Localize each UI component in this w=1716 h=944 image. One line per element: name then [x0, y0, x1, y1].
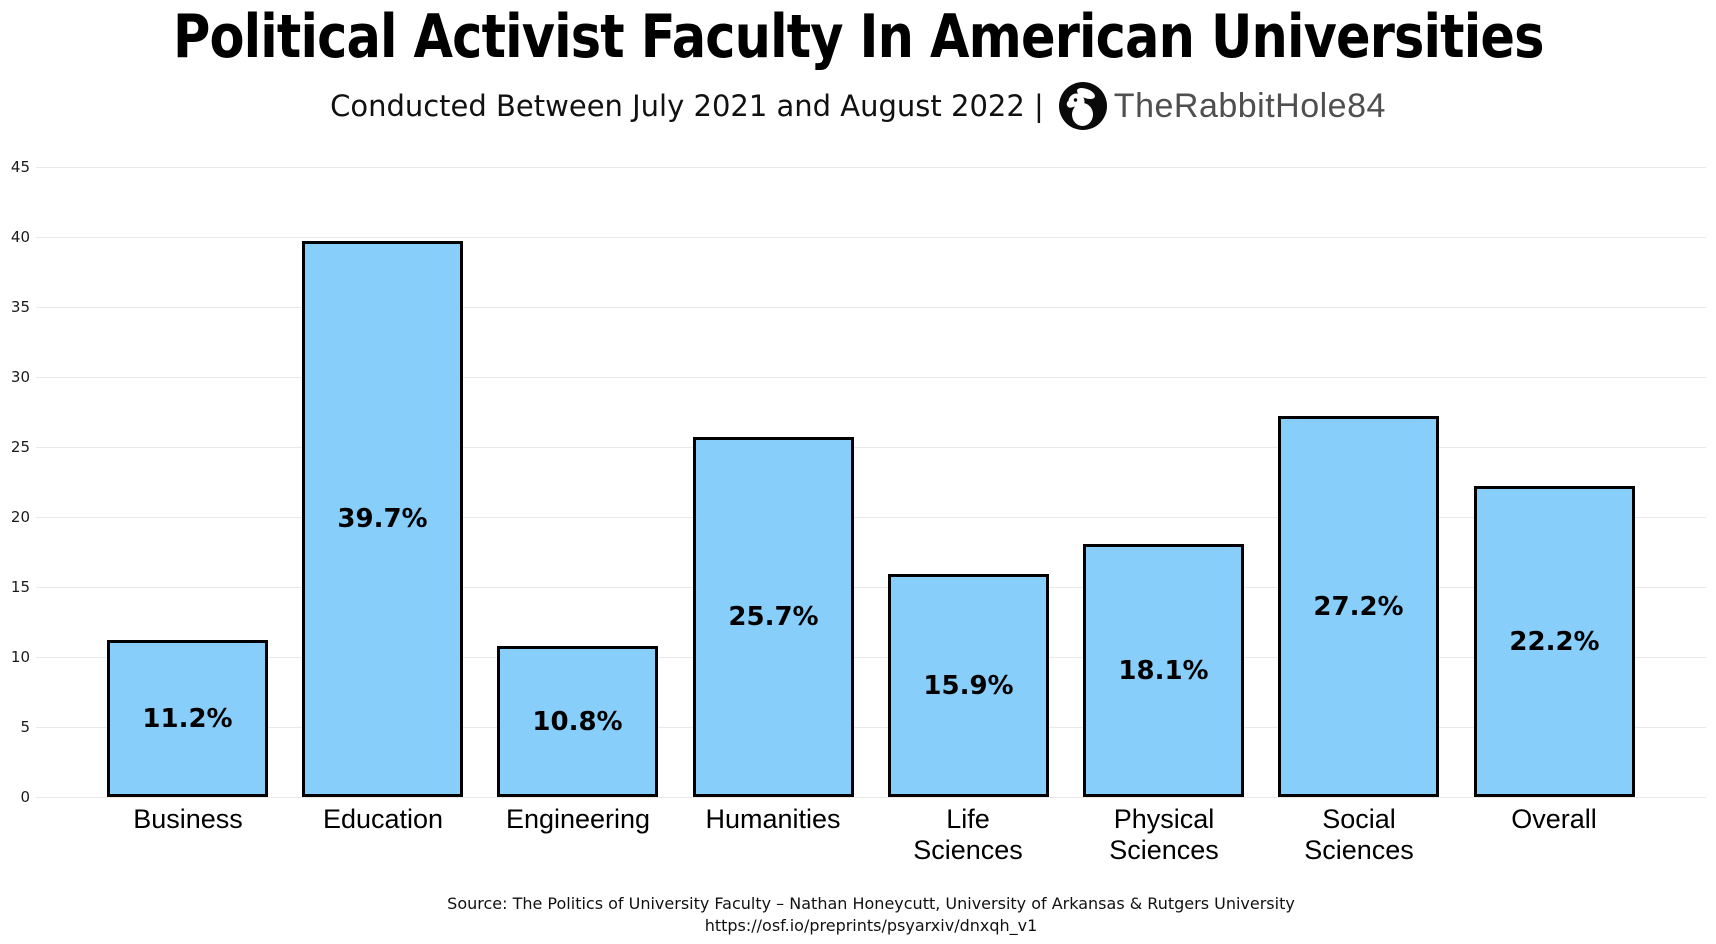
- bar-value-label-overall: 22.2%: [1509, 626, 1600, 657]
- y-tick-label-20: 20: [10, 508, 30, 526]
- y-tick-label-10: 10: [10, 648, 30, 666]
- bar-social-sciences: 27.2%: [1278, 416, 1439, 797]
- bar-value-label-physical-sciences: 18.1%: [1118, 655, 1209, 686]
- x-tick-label-engineering: Engineering: [505, 804, 651, 834]
- y-gridline-45: [36, 167, 1706, 168]
- page-title: Political Activist Faculty In American U…: [0, 2, 1716, 72]
- bar-overall: 22.2%: [1474, 486, 1635, 797]
- y-gridline-0: [36, 797, 1706, 798]
- x-tick-label-education: Education: [322, 804, 444, 834]
- page-title-text: Political Activist Faculty In American U…: [172, 2, 1544, 72]
- y-gridline-40: [36, 237, 1706, 238]
- bar-value-label-engineering: 10.8%: [532, 706, 623, 737]
- y-gridline-15: [36, 587, 1706, 588]
- bar-life-sciences: 15.9%: [888, 574, 1049, 797]
- y-gridline-5: [36, 727, 1706, 728]
- bar-value-label-social-sciences: 27.2%: [1313, 591, 1404, 622]
- y-tick-label-5: 5: [20, 718, 30, 736]
- y-tick-label-40: 40: [10, 228, 30, 246]
- rabbit-logo-icon: [1058, 81, 1108, 131]
- source-line: Source: The Politics of University Facul…: [447, 894, 1295, 913]
- y-gridline-35: [36, 307, 1706, 308]
- x-tick-label-life-sciences: Life Sciences: [913, 804, 1023, 865]
- y-tick-label-0: 0: [20, 788, 30, 806]
- subtitle-text: Conducted Between July 2021 and August 2…: [330, 89, 1044, 123]
- x-tick-label-humanities: Humanities: [705, 804, 841, 834]
- x-tick-label-physical-sciences: Physical Sciences: [1109, 804, 1219, 865]
- y-gridline-25: [36, 447, 1706, 448]
- y-gridline-10: [36, 657, 1706, 658]
- chart-subtitle: Conducted Between July 2021 and August 2…: [0, 80, 1716, 132]
- y-tick-label-30: 30: [10, 368, 30, 386]
- x-tick-label-overall: Overall: [1511, 804, 1597, 834]
- y-tick-label-35: 35: [10, 298, 30, 316]
- source-footer: Source: The Politics of University Facul…: [36, 893, 1706, 937]
- brand-name: TheRabbitHole84: [1113, 86, 1386, 125]
- bar-humanities: 25.7%: [693, 437, 854, 797]
- bar-value-label-business: 11.2%: [142, 703, 233, 734]
- bar-business: 11.2%: [107, 640, 268, 797]
- y-tick-label-25: 25: [10, 438, 30, 456]
- bar-value-label-life-sciences: 15.9%: [923, 670, 1014, 701]
- bar-engineering: 10.8%: [497, 646, 658, 797]
- source-url: https://osf.io/preprints/psyarxiv/dnxqh_…: [704, 916, 1038, 935]
- bar-value-label-humanities: 25.7%: [728, 602, 819, 632]
- x-tick-label-business: Business: [133, 804, 243, 834]
- y-gridline-30: [36, 377, 1706, 378]
- bar-physical-sciences: 18.1%: [1083, 544, 1244, 797]
- y-gridline-20: [36, 517, 1706, 518]
- y-tick-label-15: 15: [10, 578, 30, 596]
- bar-value-label-education: 39.7%: [337, 504, 428, 534]
- y-tick-label-45: 45: [10, 158, 30, 176]
- bar-education: 39.7%: [302, 241, 463, 797]
- x-tick-label-social-sciences: Social Sciences: [1304, 804, 1414, 865]
